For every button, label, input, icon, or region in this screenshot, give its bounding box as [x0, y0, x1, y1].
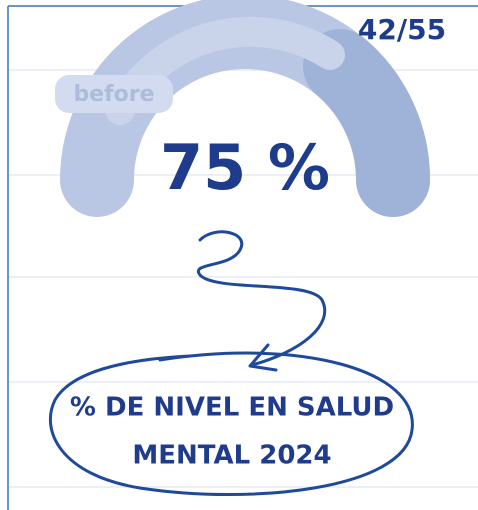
arrow: [196, 230, 327, 367]
gauge-arc-shade: [303, 29, 431, 217]
badge-text: before: [73, 82, 154, 107]
caption-line: MENTAL 2024: [132, 441, 331, 471]
badge: [55, 75, 173, 113]
gauge-value: 75 %: [160, 131, 330, 204]
caption-line: % DE NIVEL EN SALUD: [70, 393, 394, 423]
counter: 42/55: [358, 13, 446, 46]
ellipse: [49, 351, 414, 497]
